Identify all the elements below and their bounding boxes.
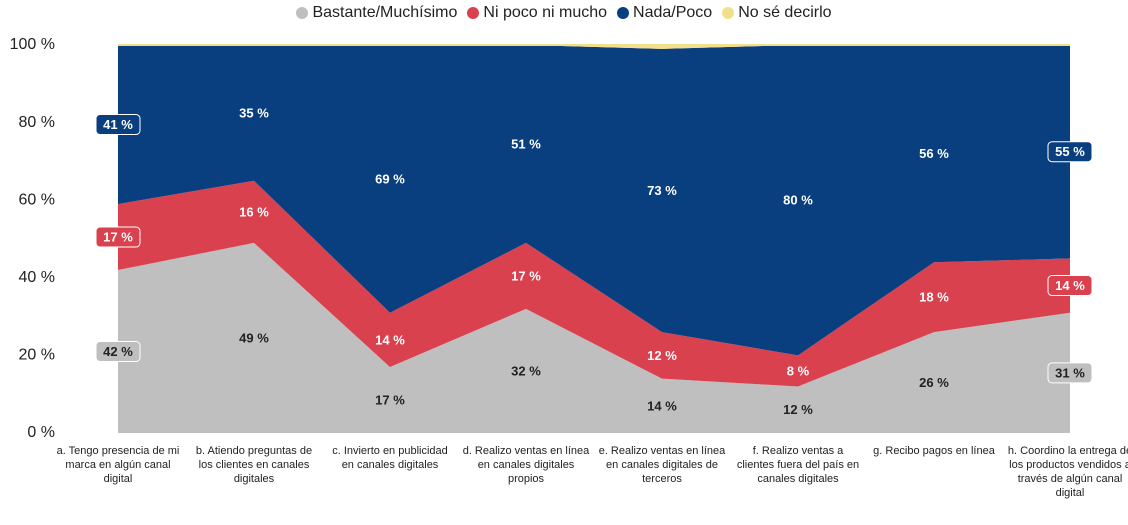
data-label: 73 % xyxy=(647,183,677,198)
legend-item: Nada/Poco xyxy=(617,4,712,22)
x-tick-label: b. Atiendo preguntas de los clientes en … xyxy=(195,445,313,485)
data-label: 14 % xyxy=(375,332,405,347)
x-tick-label: c. Invierto en publicidad en canales dig… xyxy=(332,445,448,471)
legend-label: Nada/Poco xyxy=(633,4,713,21)
x-tick-label: g. Recibo pagos en línea xyxy=(873,445,995,457)
data-label: 41 % xyxy=(103,117,133,132)
data-label: 26 % xyxy=(919,375,949,390)
y-tick-label: 20 % xyxy=(19,347,55,364)
label-box xyxy=(95,226,141,248)
data-label: 80 % xyxy=(783,193,813,208)
data-label: 17 % xyxy=(511,268,541,283)
legend-item: Ni poco ni mucho xyxy=(467,4,607,22)
label-box xyxy=(95,341,141,363)
y-tick-label: 0 % xyxy=(27,424,55,441)
data-label: 16 % xyxy=(239,204,269,219)
data-label: 49 % xyxy=(239,330,269,345)
area xyxy=(118,242,1070,433)
legend-item: No sé decirlo xyxy=(722,4,832,22)
area xyxy=(118,180,1070,387)
data-label: 31 % xyxy=(1055,365,1085,380)
label-box xyxy=(1047,275,1093,297)
legend: Bastante/Muchísimo Ni poco ni mucho Nada/P… xyxy=(0,4,1128,22)
legend-label: No sé decirlo xyxy=(738,4,832,21)
legend-item: Bastante/Muchísimo xyxy=(296,4,457,22)
data-label: 51 % xyxy=(511,136,541,151)
data-label: 35 % xyxy=(239,105,269,120)
x-tick-label: f. Realizo ventas a clientes fuera del p… xyxy=(736,445,860,485)
data-label: 14 % xyxy=(1055,278,1085,293)
x-tick-label: e. Realizo ventas en línea en canales di… xyxy=(598,445,726,485)
data-label: 32 % xyxy=(511,363,541,378)
area xyxy=(118,45,1070,356)
legend-swatch xyxy=(617,7,630,19)
label-box xyxy=(1047,141,1093,163)
label-box xyxy=(1047,362,1093,384)
legend-swatch xyxy=(722,7,735,19)
data-label: 12 % xyxy=(783,402,813,417)
x-tick-label: h. Coordino la entrega de los productos … xyxy=(1007,445,1128,499)
data-label: 42 % xyxy=(103,344,133,359)
data-label: 69 % xyxy=(375,171,405,186)
label-box xyxy=(95,114,141,136)
data-label: 8 % xyxy=(787,363,810,378)
data-label: 17 % xyxy=(103,229,133,244)
data-label: 56 % xyxy=(919,146,949,161)
x-tick-label: a. Tengo presencia de mi marca en algún … xyxy=(56,445,180,485)
legend-swatch xyxy=(296,7,309,19)
y-tick-label: 40 % xyxy=(19,269,55,286)
x-tick-label: d. Realizo ventas en línea en canales di… xyxy=(462,445,590,485)
y-tick-label: 100 % xyxy=(10,36,55,53)
data-label: 12 % xyxy=(647,348,677,363)
data-label: 55 % xyxy=(1055,144,1085,159)
y-tick-label: 80 % xyxy=(19,114,55,131)
legend-swatch xyxy=(467,7,480,19)
legend-label: Ni poco ni mucho xyxy=(483,4,608,21)
data-label: 17 % xyxy=(375,392,405,407)
data-label: 18 % xyxy=(919,290,949,305)
y-tick-label: 60 % xyxy=(19,191,55,208)
legend-label: Bastante/Muchísimo xyxy=(312,4,458,21)
data-label: 14 % xyxy=(647,398,677,413)
